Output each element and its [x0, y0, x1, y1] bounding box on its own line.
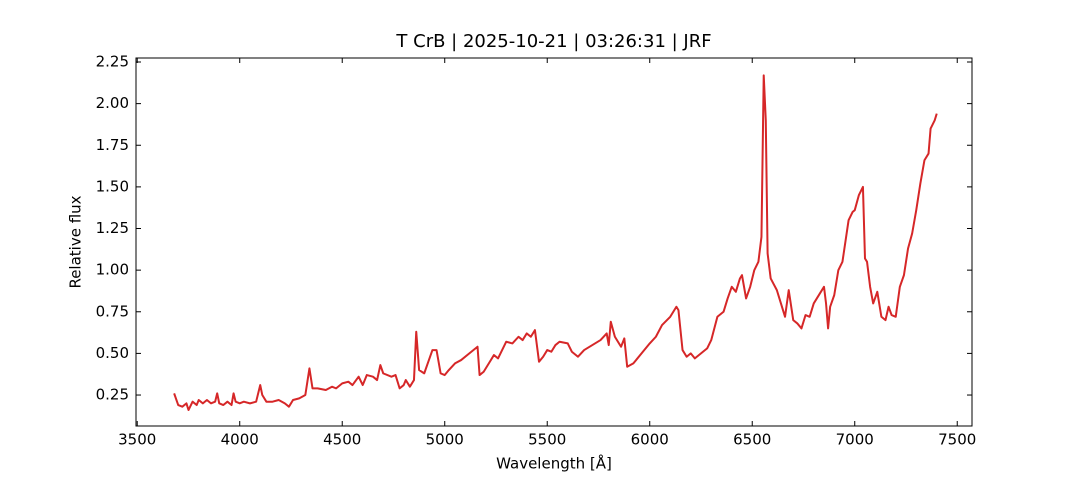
chart-title: T CrB | 2025-10-21 | 03:26:31 | JRF [395, 31, 711, 52]
x-tick-label: 3500 [118, 431, 156, 449]
y-tick-label: 1.00 [96, 261, 129, 279]
x-tick-label: 6000 [631, 431, 669, 449]
y-tick-label: 1.25 [96, 219, 129, 237]
y-tick-label: 2.00 [96, 94, 129, 112]
x-tick-label: 7000 [836, 431, 874, 449]
y-tick-label: 0.50 [96, 344, 129, 362]
x-tick-label: 5500 [528, 431, 566, 449]
spectrum-line [173, 74, 938, 412]
x-tick-label: 6500 [733, 431, 771, 449]
y-tick-label: 1.75 [96, 136, 129, 154]
x-tick-label: 4000 [221, 431, 259, 449]
plot-frame [135, 57, 973, 427]
x-tick-label: 7500 [938, 431, 976, 449]
y-tick-label: 1.50 [96, 177, 129, 195]
x-tick-label: 4500 [323, 431, 361, 449]
y-tick-label: 0.25 [96, 386, 129, 404]
y-tick-label: 0.75 [96, 302, 129, 320]
y-tick-label: 2.25 [96, 52, 129, 70]
y-axis-label: Relative flux [67, 195, 85, 288]
x-axis-label: Wavelength [Å] [496, 454, 612, 473]
x-tick-label: 5000 [426, 431, 464, 449]
